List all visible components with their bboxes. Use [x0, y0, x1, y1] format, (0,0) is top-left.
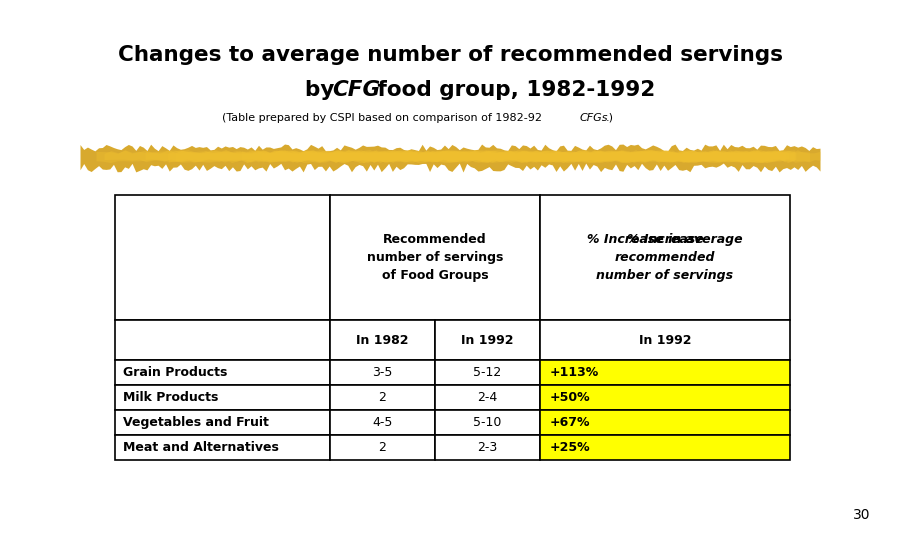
Text: In 1982: In 1982 [356, 334, 409, 347]
Bar [435, 410, 540, 435]
Bar [115, 385, 330, 410]
Bar [330, 360, 435, 385]
Bar [330, 195, 540, 320]
Bar [540, 410, 790, 435]
Text: CFG: CFG [332, 80, 380, 100]
Bar [435, 385, 540, 410]
Text: 30: 30 [852, 508, 870, 522]
Text: +113%: +113% [550, 366, 599, 379]
Text: Changes to average number of recommended servings: Changes to average number of recommended… [118, 45, 782, 65]
Bar [540, 385, 790, 410]
Bar [435, 360, 540, 385]
Bar [330, 410, 435, 435]
Bar [330, 320, 435, 360]
Text: Meat and Alternatives: Meat and Alternatives [123, 441, 279, 454]
Bar [540, 360, 790, 385]
Text: 2-3: 2-3 [477, 441, 498, 454]
Bar [330, 435, 435, 460]
Text: +50%: +50% [550, 391, 590, 404]
Text: 4-5: 4-5 [373, 416, 392, 429]
Bar [540, 435, 790, 460]
Text: +67%: +67% [550, 416, 590, 429]
Text: CFGs: CFGs [580, 113, 608, 123]
Text: % Increase: % Increase [626, 233, 704, 246]
Bar [115, 195, 330, 320]
Text: 5-10: 5-10 [473, 416, 501, 429]
Text: Grain Products: Grain Products [123, 366, 228, 379]
Bar [115, 320, 330, 360]
Bar [435, 435, 540, 460]
Bar [115, 410, 330, 435]
Text: Milk Products: Milk Products [123, 391, 219, 404]
Text: 2: 2 [379, 391, 386, 404]
Text: food group, 1982-1992: food group, 1982-1992 [370, 80, 655, 100]
Text: (Table prepared by CSPI based on comparison of 1982-92: (Table prepared by CSPI based on compari… [222, 113, 545, 123]
Bar [540, 320, 790, 360]
Text: .): .) [606, 113, 614, 123]
Text: 2: 2 [379, 441, 386, 454]
Bar [435, 320, 540, 360]
Bar [330, 385, 435, 410]
Text: by: by [305, 80, 342, 100]
Bar [540, 195, 790, 320]
Text: +25%: +25% [550, 441, 590, 454]
Text: In 1992: In 1992 [461, 334, 514, 347]
Text: Recommended
number of servings
of Food Groups: Recommended number of servings of Food G… [367, 233, 503, 282]
Text: 5-12: 5-12 [473, 366, 501, 379]
Bar [115, 435, 330, 460]
Bar [115, 360, 330, 385]
Text: 2-4: 2-4 [477, 391, 498, 404]
Text: 3-5: 3-5 [373, 366, 392, 379]
Text: In 1992: In 1992 [639, 334, 691, 347]
Text: Vegetables and Fruit: Vegetables and Fruit [123, 416, 269, 429]
Text: % ​Increase in average
recommended
number of servings: % ​Increase in average recommended numbe… [587, 233, 742, 282]
